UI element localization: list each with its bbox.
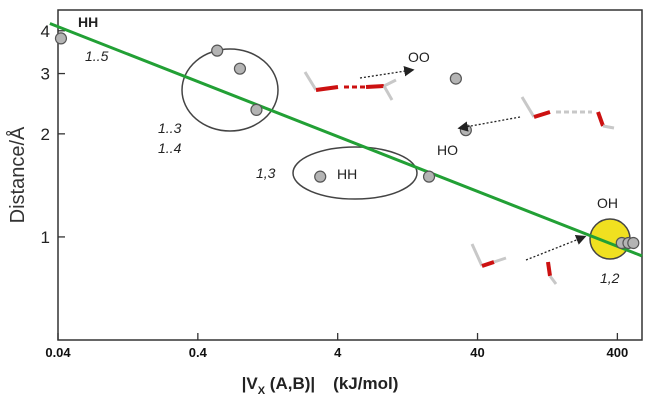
data-point (459, 124, 472, 137)
x-tick-label: 0.04 (45, 345, 71, 360)
annotation-oh: OH (597, 195, 618, 211)
data-point (233, 62, 247, 75)
annotation-1-3b: 1,3 (256, 165, 276, 181)
data-point (54, 32, 68, 45)
annotation-hh-mid: HH (337, 166, 357, 182)
y-tick-label: 3 (41, 65, 50, 84)
y-axis-label: Distance/Å (6, 126, 29, 223)
y-tick-label: 4 (41, 22, 50, 41)
molecule-oh-icon (470, 243, 558, 285)
data-point (449, 72, 462, 85)
annotation-1-3: 1..3 (158, 120, 182, 136)
group-ellipse-hh-1-3 (292, 146, 418, 200)
arrow-oo (359, 66, 415, 79)
data-point (211, 44, 224, 57)
x-ticks: 0.04 0.4 4 40 400 (45, 333, 628, 360)
group-ellipse-1-3-1-4 (181, 48, 279, 132)
plot-frame (57, 9, 643, 341)
annotation-ho: HO (437, 142, 458, 158)
x-tick-label: 400 (607, 345, 629, 360)
data-point (250, 103, 263, 116)
x-axis-label-rest: (A,B)| (265, 374, 315, 393)
annotation-oo: OO (408, 49, 430, 65)
annotation-1-2: 1,2 (600, 270, 620, 286)
molecule-oo-icon (303, 71, 397, 101)
data-point (314, 170, 327, 183)
y-tick-label: 2 (41, 125, 50, 144)
fit-line (49, 22, 643, 258)
arrow-oh (525, 235, 587, 261)
data-point (422, 170, 436, 183)
annotation-1-5: 1..5 (85, 48, 109, 64)
annotation-hh-top: HH (78, 14, 98, 30)
x-axis-label-subscript: X (258, 385, 266, 397)
data-point (627, 236, 640, 250)
x-axis-label-main: |V (242, 374, 259, 393)
x-tick-label: 4 (334, 345, 342, 360)
x-axis-unit: (kJ/mol) (333, 374, 398, 393)
x-tick-label: 0.4 (189, 345, 208, 360)
y-tick-label: 1 (41, 228, 50, 247)
y-ticks: 1 2 3 4 (41, 22, 65, 247)
annotation-1-4: 1..4 (158, 140, 182, 156)
molecule-ho-icon (520, 96, 615, 130)
x-tick-label: 40 (470, 345, 484, 360)
x-axis-label: |VX (A,B)| (kJ/mol) (242, 374, 399, 397)
